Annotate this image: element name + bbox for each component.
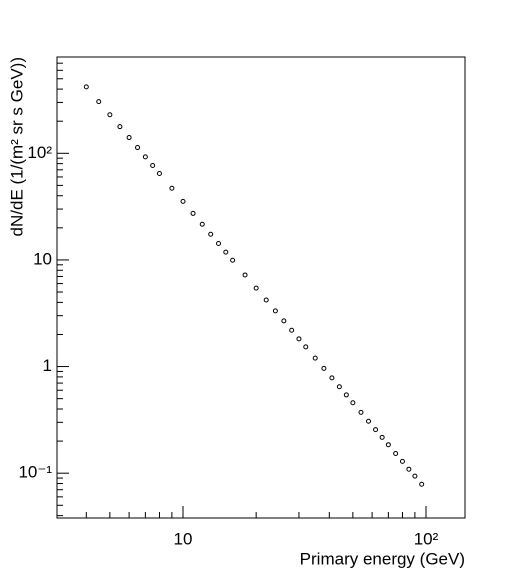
data-point — [321, 365, 327, 371]
data-point — [412, 473, 418, 479]
data-point — [329, 375, 335, 381]
data-point — [190, 210, 196, 216]
y-tick-label: 10 — [33, 249, 52, 268]
data-point — [169, 185, 175, 191]
data-point — [296, 336, 302, 342]
data-point — [393, 450, 399, 456]
data-point — [216, 241, 222, 247]
data-point — [180, 198, 186, 204]
data-point — [83, 84, 89, 90]
data-point — [208, 231, 214, 237]
data-point — [419, 481, 425, 487]
data-point — [242, 272, 248, 278]
data-point — [230, 257, 236, 263]
y-tick-label: 10⁻¹ — [18, 463, 52, 482]
data-point — [107, 112, 113, 118]
data-point — [379, 434, 385, 440]
data-point — [272, 308, 278, 314]
data-point — [281, 318, 287, 324]
x-tick-label: 10² — [414, 529, 439, 548]
data-point — [350, 400, 356, 406]
x-axis-label: Primary energy (GeV) — [300, 549, 465, 568]
data-point — [399, 458, 405, 464]
data-point — [126, 135, 132, 141]
x-tick-label: 10 — [174, 529, 193, 548]
data-point — [406, 466, 412, 472]
data-point — [117, 124, 123, 130]
data-point — [373, 427, 379, 433]
data-point — [366, 418, 372, 424]
data-point — [385, 442, 391, 448]
y-axis-label: dN/dE (1/(m² sr s GeV)) — [7, 57, 26, 236]
data-point — [135, 145, 141, 151]
data-point — [199, 221, 205, 227]
data-point — [96, 99, 102, 105]
data-point — [253, 285, 259, 291]
data-point — [263, 297, 269, 303]
y-tick-label: 1 — [43, 356, 52, 375]
data-point — [343, 392, 349, 398]
data-point — [289, 327, 295, 333]
data-point — [142, 154, 148, 160]
data-point — [156, 171, 162, 177]
data-point — [303, 344, 309, 350]
plot-frame — [56, 56, 466, 519]
data-point — [358, 409, 364, 415]
y-tick-label: 10² — [27, 143, 52, 162]
data-point — [223, 249, 229, 255]
data-point — [150, 162, 156, 168]
data-point — [312, 355, 318, 361]
data-point — [336, 384, 342, 390]
